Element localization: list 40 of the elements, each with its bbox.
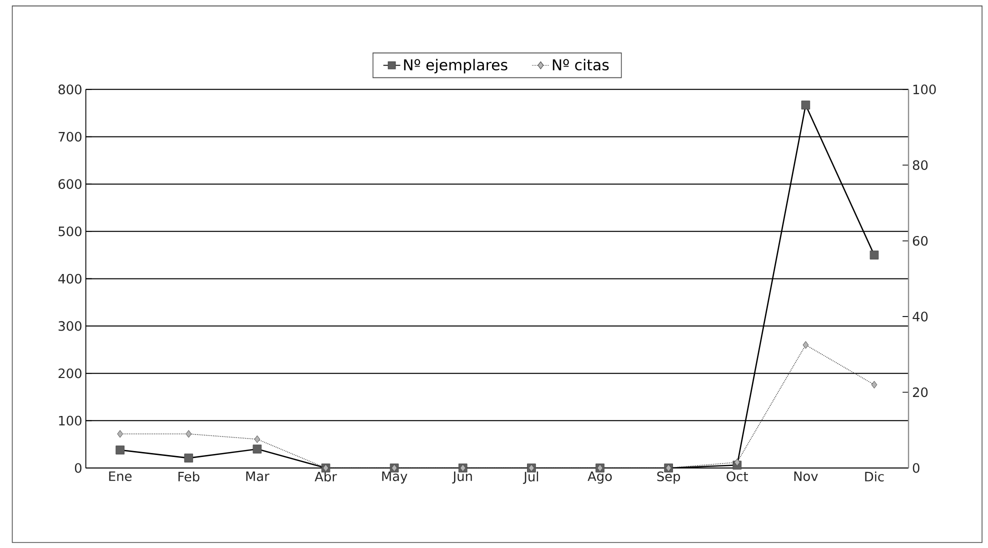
point xyxy=(801,100,810,110)
x-tick-label: Dic xyxy=(865,471,884,482)
x-tick-label: Ene xyxy=(109,471,132,481)
x-tick-label: Nov xyxy=(794,471,818,481)
point xyxy=(186,430,192,438)
y2-tick-label: 40 xyxy=(912,311,928,322)
point xyxy=(871,380,878,388)
y2-tick-label: 80 xyxy=(912,160,928,170)
legend-label: Nº ejemplares xyxy=(404,58,508,74)
y-tick-label: 0 xyxy=(74,462,82,473)
x-tick-label: Ago xyxy=(588,471,612,484)
x-tick-label: Jun xyxy=(452,471,472,484)
y-tick-label: 600 xyxy=(58,178,82,189)
x-tick-label: Jul xyxy=(522,471,538,484)
y2-tick-label: 0 xyxy=(912,462,920,473)
y-tick-label: 200 xyxy=(58,368,82,378)
y2-tick-label: 100 xyxy=(913,84,936,94)
point xyxy=(254,435,260,443)
y-tick-label: 700 xyxy=(58,132,82,142)
y-tick-label: 800 xyxy=(58,84,82,94)
y2-tick-label: 20 xyxy=(912,387,928,397)
y-tick-label: 400 xyxy=(58,274,82,284)
point xyxy=(116,445,125,454)
point xyxy=(117,430,124,438)
x-tick-label: Abr xyxy=(314,471,337,482)
x-tick-label: Mar xyxy=(246,471,270,481)
x-tick-label: Feb xyxy=(178,471,200,482)
y-tick-label: 100 xyxy=(59,416,82,426)
point xyxy=(734,458,740,466)
y-tick-label: 300 xyxy=(58,320,82,331)
x-tick-label: Sep xyxy=(657,471,680,484)
legend-label: Nº citas xyxy=(552,58,609,70)
point xyxy=(802,340,809,349)
x-tick-label: May xyxy=(382,471,408,484)
x-tick-label: Oct xyxy=(726,471,748,482)
point xyxy=(252,444,262,454)
y2-tick-label: 60 xyxy=(912,236,928,246)
point xyxy=(870,250,879,260)
y-tick-label: 500 xyxy=(58,226,82,236)
point xyxy=(184,453,194,462)
